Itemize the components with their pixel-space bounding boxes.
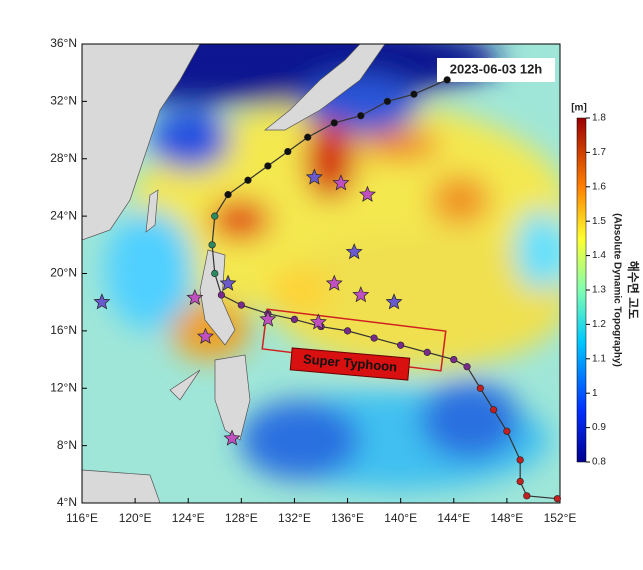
track-point — [450, 355, 458, 364]
colorbar-tick-label: 0.8 — [592, 457, 606, 468]
y-tick-label: 32°N — [50, 94, 77, 108]
track-point — [343, 327, 352, 335]
colorbar — [576, 117, 587, 463]
x-tick-label: 128°E — [225, 511, 258, 525]
x-tick-label: 148°E — [490, 511, 523, 525]
x-tick-label: 116°E — [66, 511, 98, 525]
star-marker — [186, 288, 204, 306]
star-marker — [309, 313, 327, 330]
x-tick-label: 152°E — [544, 511, 577, 525]
track-point — [476, 384, 484, 392]
track-point — [463, 363, 471, 371]
track-point — [516, 477, 524, 486]
track-point — [304, 133, 312, 141]
star-marker — [325, 274, 343, 291]
colorbar-tick-label: 1.6 — [592, 181, 606, 192]
track-point — [383, 97, 391, 105]
x-tick-label: 124°E — [172, 511, 205, 525]
track-point — [553, 495, 561, 503]
track-point — [237, 301, 245, 309]
x-tick-label: 132°E — [278, 511, 311, 525]
x-tick-label: 140°E — [384, 511, 417, 525]
track-point — [443, 76, 451, 84]
y-tick-label: 36°N — [50, 36, 77, 50]
track-point — [290, 315, 299, 324]
colorbar-title: 해수면 고도 — [626, 261, 641, 320]
star-marker — [385, 293, 403, 310]
y-tick-label: 20°N — [50, 266, 77, 280]
land — [82, 44, 386, 503]
track-point — [490, 406, 498, 414]
sea-surface-field — [82, 44, 560, 503]
colorbar-tick-label: 1.1 — [592, 353, 606, 364]
track-point — [357, 112, 365, 120]
star-marker — [219, 274, 237, 291]
timestamp-box — [437, 58, 555, 82]
track-point — [264, 162, 272, 170]
y-tick-label: 16°N — [50, 323, 77, 337]
y-tick-label: 4°N — [57, 495, 77, 509]
track-point — [284, 147, 292, 156]
y-tick-label: 12°N — [50, 380, 77, 394]
star-marker — [259, 310, 277, 327]
colorbar-tick-label: 1.7 — [592, 147, 606, 158]
x-tick-label: 136°E — [331, 511, 364, 525]
star-marker — [93, 293, 111, 310]
star-marker — [352, 286, 370, 303]
track-point — [523, 492, 531, 500]
colorbar-tick-label: 1.8 — [592, 113, 606, 124]
track-point — [211, 269, 219, 278]
timestamp: 2023-06-03 12h — [450, 61, 543, 76]
star-marker — [305, 168, 323, 185]
track-point — [503, 427, 511, 435]
colorbar-tick-label: 1.4 — [592, 250, 606, 261]
annotation-box — [289, 347, 411, 381]
track-point — [244, 176, 252, 184]
track-point — [224, 191, 232, 199]
star-marker — [345, 243, 363, 260]
colorbar-tick-label: 1.2 — [592, 319, 606, 330]
track-point — [211, 212, 219, 220]
colorbar-tick-label: 1 — [592, 388, 598, 399]
track-point — [217, 291, 226, 299]
colorbar-tick-label: 1.5 — [592, 216, 606, 227]
y-tick-label: 24°N — [50, 208, 77, 222]
colorbar-subtitle: (Absolute Dynamic Topography) — [611, 213, 622, 367]
track-point — [208, 241, 216, 249]
track-point — [423, 348, 431, 356]
star-marker — [223, 429, 241, 446]
colorbar-tick-label: 1.3 — [592, 285, 606, 296]
track-point — [516, 456, 524, 464]
star-marker — [197, 327, 214, 344]
y-tick-label: 8°N — [57, 438, 77, 452]
y-tick-label: 28°N — [50, 151, 77, 165]
x-tick-label: 144°E — [437, 511, 470, 525]
x-tick-label: 120°E — [119, 511, 152, 525]
track-point — [397, 341, 405, 349]
colorbar-unit: [m] — [571, 103, 587, 114]
star-marker — [358, 185, 376, 202]
colorbar-tick-label: 0.9 — [592, 422, 606, 433]
star-marker — [332, 174, 350, 191]
track-point — [330, 119, 338, 127]
track-point — [410, 90, 418, 98]
track-point — [370, 334, 378, 342]
